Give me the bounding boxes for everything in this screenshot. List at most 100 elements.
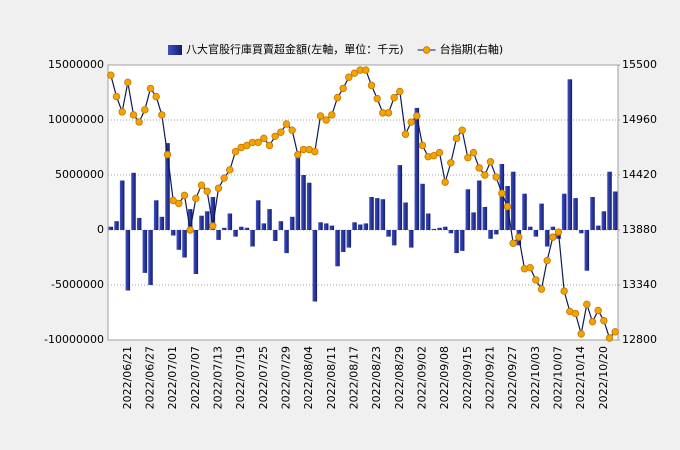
bar	[391, 230, 397, 246]
bar	[289, 216, 295, 230]
x-tick-label: 2022/09/21	[484, 346, 497, 409]
marker	[390, 93, 398, 102]
marker	[254, 138, 262, 147]
bar	[550, 226, 556, 230]
marker	[554, 228, 563, 236]
bar	[210, 197, 216, 230]
marker	[294, 150, 302, 159]
bar	[573, 198, 578, 230]
bar	[482, 206, 488, 230]
bar	[357, 224, 363, 230]
bar	[601, 211, 607, 230]
marker	[271, 132, 279, 140]
marker	[407, 118, 415, 126]
marker	[169, 196, 177, 205]
x-tick-label: 2022/08/11	[325, 346, 338, 409]
marker	[469, 148, 478, 157]
bar	[488, 230, 493, 239]
marker	[362, 66, 370, 74]
marker	[282, 120, 291, 128]
bar	[301, 175, 306, 230]
bar	[408, 230, 414, 248]
y2-tick-label: 13880	[622, 223, 657, 236]
marker	[339, 84, 347, 93]
marker	[265, 141, 274, 150]
marker	[112, 92, 121, 101]
marker	[464, 153, 472, 162]
bar	[386, 230, 391, 237]
bar	[544, 230, 550, 247]
bar	[193, 230, 199, 274]
bar	[561, 193, 567, 230]
bar	[363, 223, 369, 230]
marker	[594, 306, 602, 315]
bar	[221, 227, 227, 230]
bar	[607, 171, 612, 230]
marker	[186, 226, 194, 234]
marker	[152, 92, 160, 101]
bar	[454, 230, 459, 254]
marker	[447, 159, 455, 167]
legend-label: 台指期(右軸)	[440, 42, 504, 56]
x-tick-label: 2022/10/07	[552, 346, 565, 409]
y-tick-label: -10000000	[44, 333, 104, 346]
marker	[203, 187, 211, 195]
marker	[560, 287, 568, 295]
bar	[142, 230, 148, 273]
bar	[204, 211, 210, 230]
bar	[425, 213, 431, 230]
bar	[182, 230, 187, 258]
x-tick-label: 2022/07/19	[234, 346, 247, 409]
marker	[214, 184, 223, 192]
bar	[318, 222, 323, 230]
legend-label: 八大官股行庫買賣超金額(左軸，單位：千元)	[186, 42, 404, 56]
marker	[135, 118, 143, 126]
x-tick-label: 2022/10/20	[597, 346, 610, 409]
marker	[515, 233, 523, 241]
bar	[448, 230, 454, 234]
marker	[118, 108, 126, 116]
marker	[197, 181, 206, 189]
marker	[316, 112, 325, 120]
y-tick-label: 15000000	[48, 58, 104, 71]
marker	[509, 239, 517, 247]
bar	[323, 223, 329, 230]
marker	[537, 285, 546, 293]
bar	[284, 230, 289, 254]
bar	[148, 230, 153, 285]
y2-tick-label: 14960	[622, 113, 657, 126]
marker	[498, 189, 506, 198]
marker	[543, 256, 551, 265]
x-tick-label: 2022/07/07	[189, 346, 202, 409]
bar	[131, 172, 136, 230]
bar	[380, 199, 386, 230]
y-tick-label: 10000000	[48, 113, 104, 126]
marker	[146, 84, 155, 93]
bar	[335, 230, 340, 267]
bar	[527, 226, 533, 230]
x-tick-label: 2022/09/15	[461, 346, 474, 409]
bar	[136, 217, 142, 230]
marker	[163, 150, 172, 159]
bar	[584, 230, 590, 271]
marker	[571, 309, 580, 318]
marker	[367, 81, 376, 90]
y-tick-label: -5000000	[51, 278, 104, 291]
marker	[220, 174, 228, 182]
bar	[261, 223, 267, 230]
bar	[476, 180, 482, 230]
x-tick-label: 2022/10/03	[529, 346, 542, 409]
marker	[475, 164, 483, 172]
x-tick-label: 2022/07/13	[212, 346, 225, 409]
bar	[238, 226, 244, 230]
x-tick-label: 2022/10/14	[574, 346, 587, 409]
bar	[255, 200, 261, 230]
marker	[192, 194, 200, 203]
bar	[250, 230, 255, 247]
marker	[549, 233, 557, 241]
bar	[510, 171, 516, 230]
bar	[340, 230, 346, 252]
marker	[277, 128, 285, 136]
bar	[346, 230, 352, 248]
marker	[260, 134, 268, 143]
